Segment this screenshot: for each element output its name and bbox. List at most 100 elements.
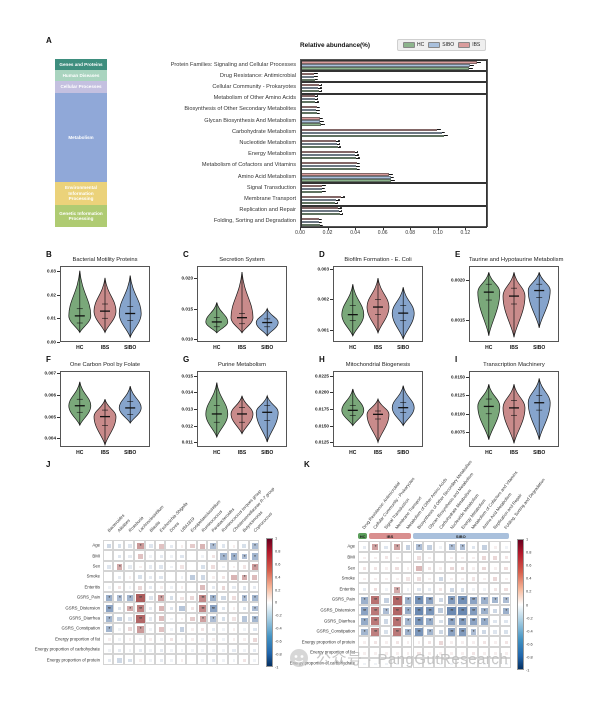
corr-square [363,641,366,645]
significance-mark: * [254,595,256,601]
corr-square [149,586,153,590]
error-bar [469,68,472,69]
significance-mark: * [243,595,246,601]
corr-cell: ** [456,615,467,626]
corr-cell [155,571,166,582]
error-dot [357,154,359,156]
corr-cell: * [423,615,435,626]
corr-cell: ** [196,602,207,613]
corr-cell [434,562,446,573]
corr-cell: * [207,540,218,551]
corr-cell [499,541,511,552]
corr-cell [123,612,135,624]
corr-cell [379,647,391,658]
category-block-label: Environmental Information Processing [65,185,97,202]
y-tick-mark [57,438,60,440]
y-tick-mark [194,442,197,443]
corr-cell [144,571,155,582]
significance-mark: * [118,595,121,601]
error-dot [320,221,323,224]
corr-square [128,586,132,590]
panel-i-label: I [455,355,458,364]
corr-cell [175,623,187,634]
significance-mark: * [243,574,246,580]
colorbar-tick: 0.8 [275,548,281,554]
violin-x-label: HC [349,344,357,351]
heatmap-row-label: Enteritis [84,584,100,590]
significance-mark: ** [461,629,464,635]
corr-square [139,659,142,662]
corr-square [211,576,215,579]
corr-square [472,662,475,666]
colorbar [266,538,273,667]
colorbar-tick: 0.2 [526,588,532,594]
corr-cell [123,571,135,582]
y-tick-mark [330,442,333,444]
corr-cell [186,540,197,551]
corr-square [439,588,443,592]
error-bar [318,87,321,89]
y-tick-mark [466,413,469,415]
corr-square [482,629,487,635]
watermark-text: 公众号 · PangGutResearch [316,650,509,668]
colorbar-tick: 1 [526,536,529,542]
category-block: Environmental Information Processing [55,182,107,205]
corr-cell [390,636,402,647]
corr-cell: * [248,592,259,603]
corr-cell [123,654,135,665]
significance-mark: * [212,616,215,622]
error-dot [320,84,323,86]
corr-cell [227,612,239,624]
y-tick-mark [466,319,469,321]
error-dot [472,64,475,67]
corr-square [416,565,422,572]
corr-cell [379,562,391,573]
corr-cell [175,633,187,644]
corr-square [232,596,236,600]
violin-x-label: SIBO [397,449,410,456]
corr-square [201,627,205,631]
corr-square [222,628,225,631]
corr-square [201,659,205,662]
corr-square [392,606,402,616]
corr-square [458,596,467,605]
corr-square [137,542,144,550]
corr-cell: ** [196,592,207,603]
corr-square [472,641,475,645]
corr-square [428,651,432,655]
corr-square [438,619,443,624]
y-tick-label: 0.014 [181,389,194,395]
corr-square [158,616,164,622]
corr-square [128,576,132,579]
corr-cell [390,657,402,669]
corr-cell [227,571,239,582]
corr-cell [248,633,259,644]
corr-square [461,662,464,666]
error-dot [321,224,324,227]
corr-square [170,565,173,569]
corr-square [251,543,258,550]
y-tick-label: 0.013 [181,406,194,412]
heatmap-row-label: Energy proportion of carbohydrate [34,646,100,652]
corr-cell [499,583,511,594]
corr-cell [477,647,489,658]
significance-mark: * [243,553,246,559]
corr-cell [196,633,207,644]
corr-cell [196,540,207,551]
corr-cell [103,633,114,644]
corr-cell: ** [445,604,457,616]
significance-mark: ** [211,605,215,611]
category-block-label: Metabolism [68,134,94,140]
corr-cell: * [113,560,124,572]
corr-square [458,628,467,636]
significance-mark: ** [472,597,475,603]
corr-cell: * [103,592,114,603]
y-tick-label: 0.0020 [450,277,465,283]
violin-title: Purine Metabolism [217,362,266,368]
corr-cell [207,581,218,592]
corr-cell: ** [207,602,218,613]
y-tick-label: 0.010 [181,336,194,342]
y-tick-label: 0.0075 [450,429,465,435]
x-tick-label: 0.08 [405,230,416,236]
significance-mark: * [212,595,215,601]
